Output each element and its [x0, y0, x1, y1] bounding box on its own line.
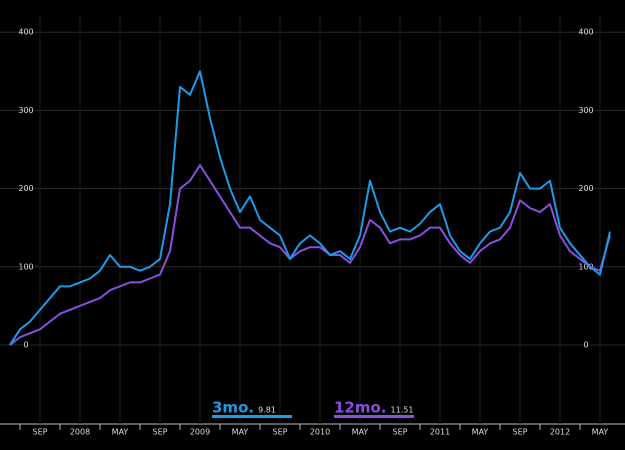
y-tick-label: 100	[18, 262, 33, 271]
x-tick-label: 2009	[190, 428, 210, 437]
y-tick-label-right: 100	[578, 262, 593, 271]
x-tick-label: 2012	[550, 428, 570, 437]
x-tick-label: MAY	[472, 428, 489, 437]
x-tick-label: SEP	[513, 428, 528, 437]
x-tick-label: SEP	[393, 428, 408, 437]
legend-swatch	[212, 415, 292, 418]
x-tick-label: MAY	[352, 428, 369, 437]
x-tick-label: SEP	[273, 428, 288, 437]
legend-swatch	[334, 415, 414, 418]
series-line	[9, 70, 611, 346]
x-tick-label: SEP	[153, 428, 168, 437]
x-tick-label: 2010	[310, 428, 330, 437]
y-tick-label: 400	[18, 28, 33, 37]
x-tick-label: 2008	[70, 428, 90, 437]
y-tick-label-right: 400	[578, 28, 593, 37]
x-tick-label: MAY	[112, 428, 129, 437]
legend-label: 3mo.	[212, 399, 254, 417]
y-tick-label: 200	[18, 184, 33, 193]
x-tick-label: 2011	[430, 428, 450, 437]
y-tick-label-right: 200	[578, 184, 593, 193]
x-tick-label: SEP	[33, 428, 48, 437]
y-tick-label: 300	[18, 106, 33, 115]
y-tick-label: 0	[23, 340, 28, 349]
x-tick-label: MAY	[232, 428, 249, 437]
y-tick-label-right: 0	[583, 340, 588, 349]
x-tick-label: MAY	[592, 428, 609, 437]
legend-value: 9.81	[258, 406, 276, 415]
series-line	[9, 164, 611, 346]
legend-label: 12mo.	[334, 399, 387, 417]
y-tick-label-right: 300	[578, 106, 593, 115]
legend-value: 11.51	[391, 406, 414, 415]
